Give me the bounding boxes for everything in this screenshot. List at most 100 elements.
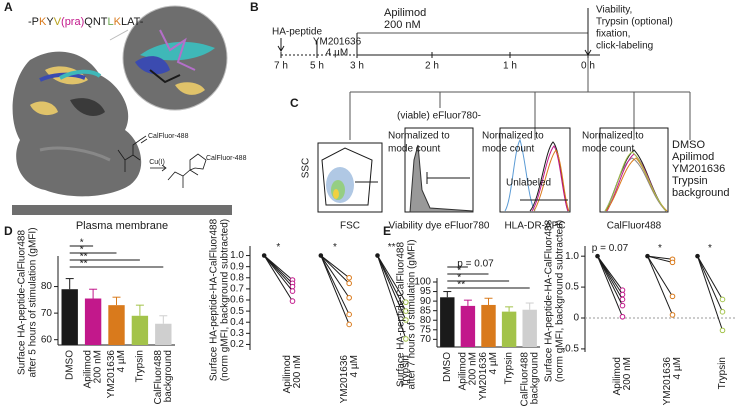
y-tick-label: 80 bbox=[41, 281, 53, 292]
x-tick-label: 200 nM bbox=[93, 350, 104, 383]
step-label: Viability, bbox=[596, 5, 632, 16]
sequence-segment: L bbox=[108, 16, 114, 28]
time-label: 3 h bbox=[350, 61, 364, 72]
y-tick-label: 0.9 bbox=[230, 261, 244, 272]
y-axis-label: Normalized to bbox=[582, 131, 644, 142]
x-tick-label: DMSO bbox=[442, 352, 453, 382]
y-tick-label: 80 bbox=[420, 315, 432, 326]
x-tick-label: 4 µM bbox=[672, 357, 683, 379]
sequence-segment: V bbox=[54, 16, 62, 28]
y-tick-label: 95 bbox=[420, 286, 432, 297]
treatment-point bbox=[669, 312, 676, 318]
y-axis-label: mode count bbox=[482, 144, 534, 155]
time-label: 1 h bbox=[503, 61, 517, 72]
drug-label: 200 nM bbox=[384, 19, 421, 31]
treatment-point bbox=[289, 283, 296, 290]
treatment-point bbox=[403, 317, 409, 323]
significance-label: * bbox=[658, 243, 662, 254]
chemical-scheme bbox=[117, 135, 207, 188]
paired-line bbox=[320, 255, 350, 325]
protein-structure bbox=[12, 51, 142, 197]
control-point bbox=[645, 253, 650, 259]
y-tick-label: 70 bbox=[41, 308, 53, 319]
paired-line bbox=[647, 255, 673, 263]
time-label: 5 h bbox=[310, 61, 324, 72]
hla-histogram bbox=[499, 127, 571, 213]
y-axis-label: Surface HA-peptide-HA-CalFluor488 bbox=[209, 218, 220, 381]
drug-label: Apilimod bbox=[384, 7, 426, 19]
y-tick-label: 100 bbox=[414, 277, 431, 288]
y-tick-label: 0.5 bbox=[230, 306, 244, 317]
y-axis-label: after 7 hours of stimulation (gMFI) bbox=[407, 239, 418, 389]
product-label: CalFluor-488 bbox=[206, 155, 247, 162]
y-tick-label: 85 bbox=[420, 305, 432, 316]
y-tick-label: 1.0 bbox=[565, 251, 579, 262]
bar bbox=[522, 309, 537, 347]
significance-label: p = 0.07 bbox=[457, 259, 494, 270]
x-tick-label: Trypsin bbox=[135, 350, 146, 382]
x-tick-label: 200 nM bbox=[468, 352, 479, 385]
significance-label: ** bbox=[457, 280, 465, 291]
sequence-segment: (pra) bbox=[61, 16, 84, 28]
y-tick-label: 75 bbox=[420, 324, 432, 335]
x-tick-label: Trypsin bbox=[717, 357, 728, 389]
paired-line bbox=[597, 255, 623, 306]
y-tick-label: 0.7 bbox=[230, 284, 244, 295]
bar bbox=[460, 305, 476, 347]
panel-c-brackets bbox=[349, 55, 691, 140]
paired-line bbox=[697, 255, 723, 300]
significance-label: p = 0.07 bbox=[592, 243, 629, 254]
legend-entry: Trypsin bbox=[672, 175, 708, 187]
bar bbox=[481, 304, 496, 347]
significance-label: * bbox=[457, 266, 461, 277]
x-tick-label: background bbox=[163, 350, 174, 402]
step-label: Trypsin (optional) bbox=[596, 17, 673, 28]
bar bbox=[84, 298, 102, 345]
zoom-view bbox=[109, 5, 228, 111]
treatment-point bbox=[289, 288, 296, 294]
paired-line bbox=[647, 255, 673, 316]
time-label: 7 h bbox=[274, 61, 288, 72]
paired-line bbox=[320, 255, 350, 279]
x-tick-label: 200 nM bbox=[622, 357, 633, 390]
control-point bbox=[695, 253, 700, 259]
treatment-point bbox=[719, 327, 726, 334]
legend-entry: Apilimod bbox=[672, 151, 714, 163]
x-axis-label: Viability dye eFluor780 bbox=[389, 221, 490, 232]
treatment-point bbox=[719, 309, 726, 315]
unlabeled-label: Unlabeled bbox=[506, 178, 551, 189]
y-tick-label: 70 bbox=[420, 334, 432, 345]
significance-label: ** bbox=[80, 252, 88, 263]
x-tick-label: Trypsin bbox=[400, 355, 411, 387]
panel-label: A bbox=[4, 0, 13, 14]
x-tick-label: Apilimod bbox=[83, 350, 94, 388]
panel-label: C bbox=[290, 96, 299, 110]
significance-label: ** bbox=[80, 259, 88, 270]
control-point bbox=[375, 253, 380, 258]
treatment-point bbox=[289, 298, 296, 304]
x-axis-label: CalFluor488 bbox=[607, 221, 662, 232]
treatment-point bbox=[346, 274, 352, 281]
step-label: fixation, bbox=[596, 29, 630, 40]
treatment-point bbox=[403, 336, 409, 342]
y-tick-label: 1.0 bbox=[230, 250, 244, 261]
y-tick-label: 0.6 bbox=[230, 295, 244, 306]
control-point bbox=[261, 253, 267, 258]
paired-line bbox=[320, 255, 350, 299]
treatment-point bbox=[619, 302, 626, 309]
x-tick-label: 4 µM bbox=[349, 355, 360, 377]
significance-label: * bbox=[333, 242, 337, 253]
y-tick-label: 90 bbox=[420, 296, 432, 307]
x-tick-label: YM201636 bbox=[478, 352, 489, 401]
time-label: 0 h bbox=[581, 61, 595, 72]
x-tick-label: Apilimod bbox=[282, 355, 293, 393]
bar bbox=[131, 315, 149, 345]
drug-label: 4 µM bbox=[326, 48, 348, 59]
legend-entry: DMSO bbox=[672, 139, 705, 151]
sequence-segment: QNT bbox=[84, 16, 108, 28]
x-axis-label: HLA-DR-APC bbox=[504, 221, 565, 232]
control-point bbox=[318, 253, 324, 258]
y-axis-label: (norm gMFI, background subtracted) bbox=[555, 220, 566, 382]
treatment-point bbox=[669, 259, 676, 266]
